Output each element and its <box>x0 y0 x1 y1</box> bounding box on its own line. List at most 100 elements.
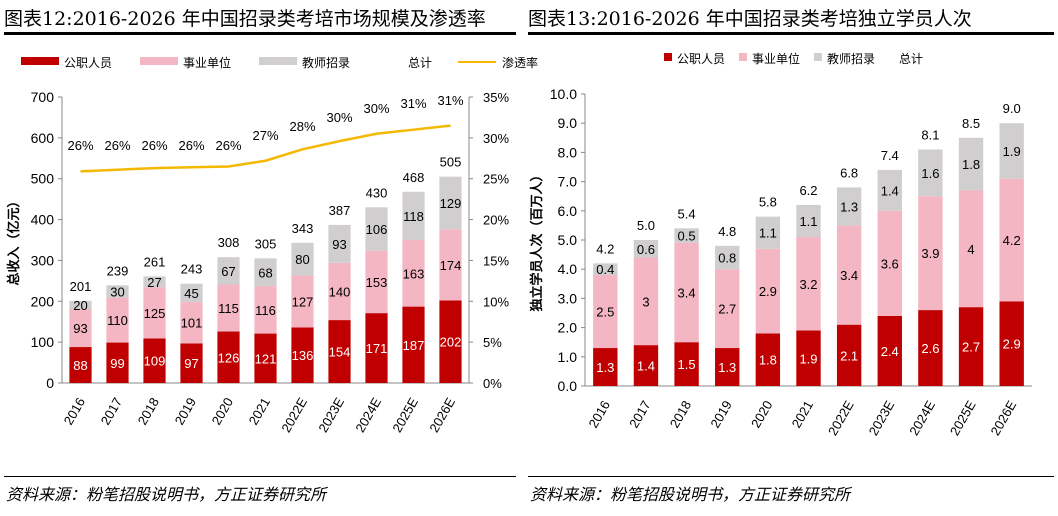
bar-data-label: 3.4 <box>840 268 858 283</box>
bar-civil <box>402 306 425 383</box>
legend-swatch <box>814 53 822 61</box>
y-tick-label: 400 <box>31 212 55 228</box>
y2-tick-label: 5% <box>483 335 502 350</box>
bar-data-label: 129 <box>440 196 462 211</box>
bar-civil <box>328 320 351 383</box>
legend-label: 总计 <box>899 52 923 66</box>
bar-data-label: 136 <box>292 348 314 363</box>
bar-data-label: 2.5 <box>596 305 614 320</box>
bar-teacher <box>633 240 659 258</box>
legend-label: 教师招录 <box>302 55 350 70</box>
bar-institution <box>439 229 462 301</box>
bar-civil <box>593 348 618 386</box>
y-tick-label: 9.0 <box>558 115 578 131</box>
bar-data-label: 0.4 <box>596 262 614 277</box>
y-tick-label: 0 <box>46 375 54 391</box>
bar-institution <box>217 284 240 332</box>
bar-civil <box>918 310 943 386</box>
x-tick-label: 2021 <box>246 395 273 428</box>
legend-swatch <box>664 53 672 61</box>
bar-civil <box>143 338 166 383</box>
bar-teacher <box>143 276 166 288</box>
x-tick-label: 2016 <box>585 398 612 431</box>
y-tick-label: 300 <box>31 252 55 268</box>
bar-civil <box>180 343 203 383</box>
bar-data-label: 1.1 <box>759 226 777 241</box>
bar-civil <box>291 327 314 383</box>
legend-label: 事业单位 <box>752 51 800 66</box>
rate-label: 30% <box>326 110 352 125</box>
bar-civil <box>796 330 821 386</box>
y2-tick-label: 20% <box>483 213 509 228</box>
legend-swatch <box>259 57 297 65</box>
legend-swatch <box>140 57 178 65</box>
chart-title-left: 图表12:2016-2026 年中国招录类考培市场规模及渗透率 <box>4 8 486 30</box>
bar-data-label: 3 <box>642 294 649 309</box>
x-tick-label: 2022E <box>825 398 857 438</box>
bar-data-label: 3.9 <box>921 246 939 261</box>
bar-teacher <box>877 169 902 211</box>
bar-data-label: 88 <box>73 358 87 373</box>
bar-data-label: 0.8 <box>718 251 736 266</box>
bar-data-label: 2.1 <box>840 348 858 363</box>
bar-institution <box>918 196 943 311</box>
rate-label: 28% <box>289 119 315 134</box>
bar-institution <box>836 225 862 325</box>
bar-institution <box>877 210 902 316</box>
y-tick-label: 3.0 <box>558 290 578 306</box>
y-tick-label: 100 <box>31 334 55 350</box>
bar-teacher <box>291 242 314 276</box>
legend-swatch <box>21 57 59 65</box>
bar-data-label: 1.9 <box>799 351 817 366</box>
bar-data-label: 1.3 <box>840 199 858 214</box>
bar-data-label: 3.6 <box>881 256 899 271</box>
bar-teacher <box>715 245 740 270</box>
bar-data-label: 4.2 <box>1003 233 1021 248</box>
total-label: 6.8 <box>840 165 858 180</box>
x-tick-label: 2019 <box>172 395 199 428</box>
bar-teacher <box>439 176 462 230</box>
rate-label: 27% <box>252 128 278 143</box>
y-tick-label: 1.0 <box>558 349 578 365</box>
bar-data-label: 115 <box>218 301 239 316</box>
total-label: 8.1 <box>921 127 939 142</box>
bar-institution <box>715 269 740 349</box>
x-tick-label: 2025E <box>947 398 979 438</box>
bar-data-label: 1.3 <box>718 360 736 375</box>
x-tick-label: 2019 <box>707 398 734 431</box>
bar-data-label: 68 <box>258 265 272 280</box>
bar-data-label: 2.9 <box>759 284 777 299</box>
legend-label: 公职人员 <box>64 56 112 70</box>
y2-tick-label: 25% <box>483 172 509 187</box>
y2-tick-label: 15% <box>483 253 509 268</box>
bar-institution <box>674 242 699 343</box>
bar-data-label: 126 <box>218 350 240 365</box>
bar-civil <box>633 345 659 386</box>
bar-institution <box>328 262 351 321</box>
bar-data-label: 2.7 <box>718 302 736 317</box>
x-tick-label: 2020 <box>748 398 775 431</box>
bar-data-label: 80 <box>295 252 309 267</box>
bar-data-label: 110 <box>107 313 128 328</box>
bar-teacher <box>674 228 699 243</box>
bar-data-label: 4 <box>967 242 974 257</box>
x-tick-label: 2024E <box>906 398 938 438</box>
bar-civil <box>106 342 129 383</box>
bar-teacher <box>254 258 277 287</box>
total-label: 243 <box>181 262 203 277</box>
total-label: 4.8 <box>718 224 736 239</box>
source-note-left: 资料来源：粉笔招股说明书，方正证券研究所 <box>6 485 327 504</box>
y2-tick-label: 35% <box>483 90 509 105</box>
y-axis-title: 独立学员人次（百万人） <box>529 168 544 311</box>
total-label: 468 <box>403 170 425 185</box>
bar-teacher <box>365 207 388 251</box>
x-tick-label: 2026E <box>987 398 1019 438</box>
total-label: 9.0 <box>1003 101 1021 116</box>
bar-institution <box>365 250 388 314</box>
title-rule-left <box>4 32 516 35</box>
source-rule-right <box>528 476 1054 477</box>
bar-data-label: 97 <box>184 356 198 371</box>
rate-label: 31% <box>437 93 463 108</box>
rate-label: 26% <box>104 138 130 153</box>
